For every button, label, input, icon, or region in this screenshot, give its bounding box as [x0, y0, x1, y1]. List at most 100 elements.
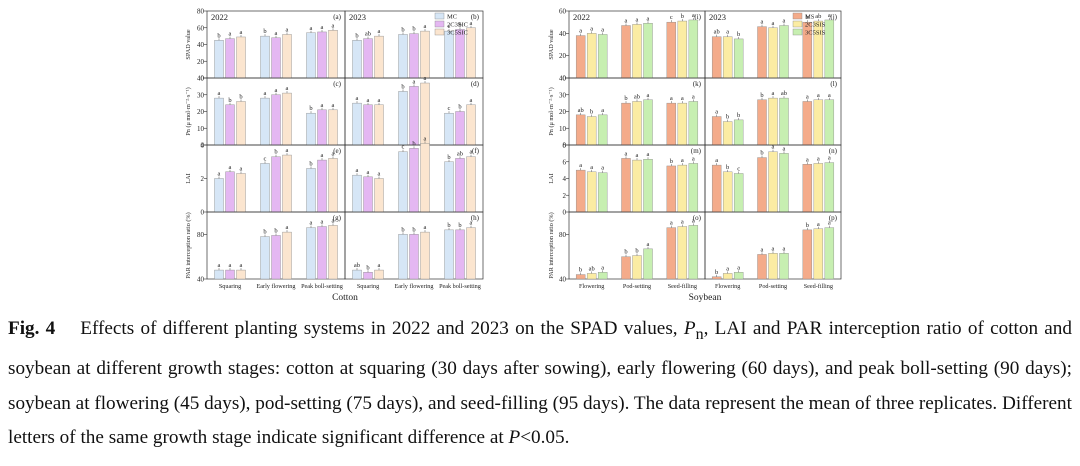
significance-letter: b: [760, 92, 763, 99]
significance-letter: a: [772, 90, 775, 97]
bar: [271, 235, 281, 280]
y-tick-label: 80: [559, 231, 567, 239]
y-tick-label: 40: [197, 75, 205, 83]
significance-letter: b: [447, 154, 450, 161]
significance-letter: b: [670, 158, 673, 165]
significance-letter: a: [229, 262, 232, 269]
bar: [214, 40, 224, 79]
significance-letter: a: [625, 18, 628, 25]
bar: [824, 99, 835, 146]
bar: [455, 229, 465, 280]
x-tick-label: Early flowering: [256, 283, 295, 290]
panel-label: (j): [830, 13, 837, 21]
bar: [214, 178, 224, 213]
bar: [260, 236, 270, 280]
x-tick-label: Seed-filling: [668, 283, 697, 290]
bar: [409, 148, 419, 213]
significance-letter: a: [601, 107, 604, 114]
significance-letter: a: [806, 156, 809, 163]
significance-letter: a: [670, 220, 673, 227]
bar: [802, 101, 813, 146]
y-tick-label: 0: [201, 142, 205, 150]
bar: [586, 116, 597, 146]
panel-label: (i): [694, 13, 701, 21]
significance-letter: ab: [634, 93, 640, 100]
y-tick-label: 6: [563, 158, 567, 166]
bar: [455, 158, 465, 213]
significance-letter: a: [424, 135, 427, 142]
x-tick-label: Seed-filling: [804, 283, 833, 290]
significance-letter: a: [378, 171, 381, 178]
significance-letter: b: [624, 95, 627, 102]
bar: [733, 119, 744, 146]
significance-letter: a: [636, 16, 639, 23]
panel-label: (n): [829, 147, 838, 155]
bar: [225, 171, 235, 213]
bar: [768, 151, 778, 213]
significance-letter: c: [402, 144, 405, 151]
caption-pn: P: [683, 318, 696, 339]
bar: [802, 164, 813, 213]
significance-letter: c: [264, 155, 267, 162]
caption-part2: , LAI and PAR interception ratio of cott…: [8, 318, 1072, 449]
bar: [621, 256, 631, 280]
bar: [711, 276, 722, 280]
bar: [711, 116, 722, 146]
significance-letter: a: [218, 90, 221, 97]
bar: [768, 27, 778, 79]
bar: [271, 156, 281, 213]
y-tick-label: 60: [197, 24, 205, 32]
bar: [444, 161, 454, 213]
y-tick-label: 10: [559, 125, 567, 133]
bar: [466, 104, 476, 146]
bar: [260, 163, 270, 213]
panel-label: (c): [333, 80, 341, 88]
legend-swatch: [434, 12, 445, 20]
significance-letter: b: [737, 112, 740, 119]
significance-letter: a: [737, 264, 740, 271]
bar: [677, 164, 688, 213]
significance-letter: b: [806, 14, 809, 21]
significance-letter: a: [356, 95, 359, 102]
panel-label: (k): [693, 80, 702, 88]
bar: [779, 253, 789, 280]
bar: [282, 154, 292, 213]
bar: [757, 254, 767, 280]
significance-letter: b: [412, 26, 415, 33]
significance-letter: c: [448, 105, 451, 112]
panel-label: (o): [693, 214, 702, 222]
significance-letter: a: [772, 144, 775, 151]
caption-p: P: [508, 427, 521, 449]
significance-letter: a: [321, 152, 324, 159]
bar: [768, 97, 778, 146]
bar: [779, 25, 789, 79]
significance-letter: a: [332, 102, 335, 109]
bar: [802, 229, 813, 280]
significance-letter: a: [240, 165, 243, 172]
significance-letter: a: [625, 150, 628, 157]
x-tick-label: Flowering: [579, 283, 604, 290]
significance-letter: b: [458, 222, 461, 229]
bar: [666, 227, 677, 280]
significance-letter: ab: [578, 107, 584, 114]
bar: [363, 176, 373, 213]
bar: [666, 102, 677, 146]
y-tick-label: 2: [201, 175, 205, 183]
y-tick-label: 20: [559, 108, 567, 116]
bar: [306, 112, 316, 146]
bar: [597, 114, 608, 146]
significance-letter: a: [783, 245, 786, 252]
y-tick-label: 40: [197, 41, 205, 49]
bar: [466, 227, 476, 280]
caption-pn-sub: n: [695, 325, 704, 343]
significance-letter: a: [413, 78, 416, 85]
bar: [722, 121, 733, 146]
significance-letter: ab: [815, 13, 821, 20]
bar: [374, 35, 384, 79]
bar: [363, 38, 373, 79]
bar: [677, 226, 688, 280]
bar: [586, 171, 597, 213]
bar: [733, 38, 744, 79]
bar: [352, 269, 362, 280]
bar: [632, 101, 642, 146]
